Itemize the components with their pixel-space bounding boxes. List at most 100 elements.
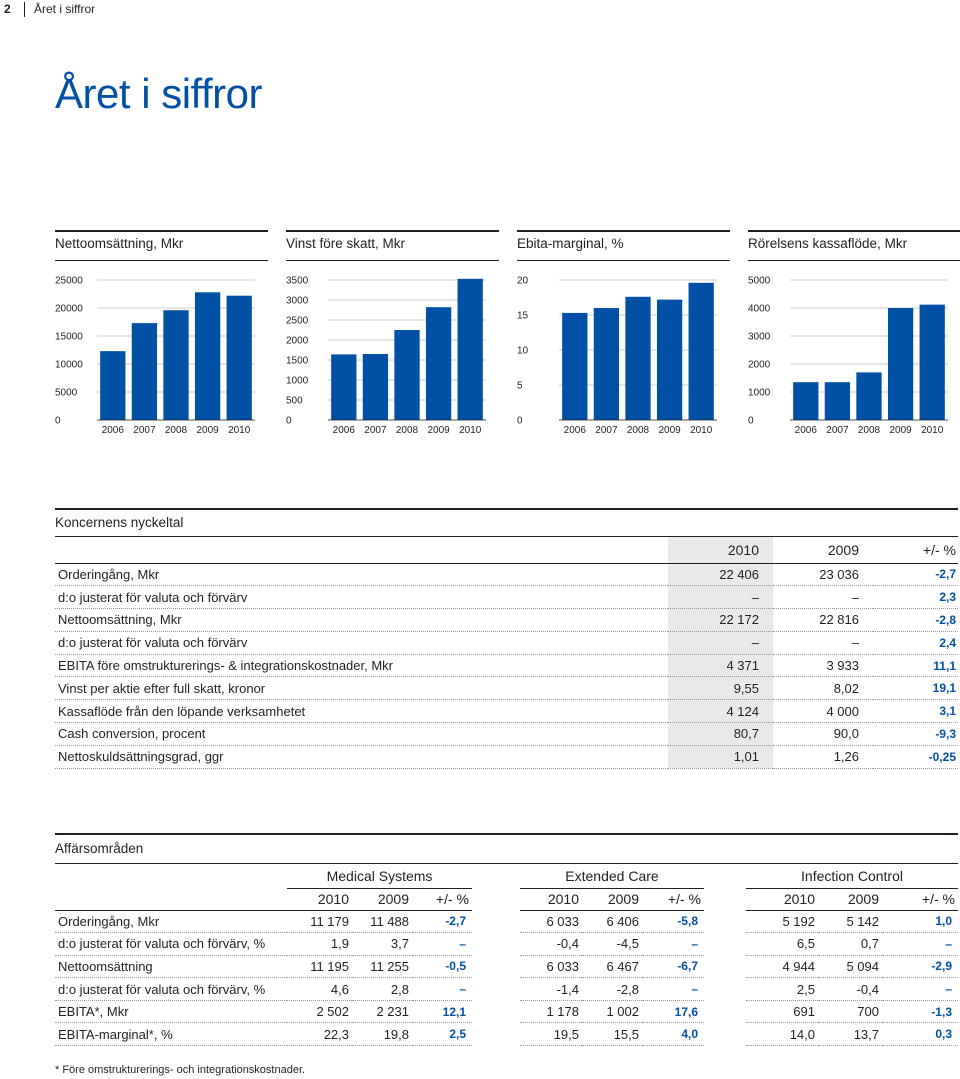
value-2009: 4 000 <box>773 699 873 724</box>
column-header: 2010 <box>668 537 773 564</box>
row-label: Kassaflöde från den löpande verksamhetet <box>55 699 668 724</box>
value-2009: 90,0 <box>773 722 873 746</box>
change-percent: 2,4 <box>873 631 958 655</box>
section-divider <box>55 536 958 537</box>
y-tick-label: 15000 <box>55 332 83 343</box>
x-tick-label: 2006 <box>102 425 125 436</box>
y-tick-label: 5000 <box>55 388 78 399</box>
bar <box>887 308 914 420</box>
x-tick-label: 2006 <box>333 425 356 436</box>
value-cell: 6 033 <box>520 955 582 979</box>
section-divider <box>55 863 958 864</box>
chart-panel: Ebita-marginal, % 0 5 10 15 20 2006 2007 2008 200… <box>517 230 730 450</box>
y-tick-label: 2500 <box>286 316 309 327</box>
bar <box>688 282 714 420</box>
business-areas-table: Medical Systems Extended Care Infection Co… <box>55 864 958 1047</box>
row-label: Orderingång, Mkr <box>55 910 287 934</box>
column-header: 2009 <box>773 537 873 564</box>
header-divider <box>24 1 25 17</box>
value-cell: -4,5 <box>582 932 642 956</box>
y-tick-label: 5 <box>517 381 523 392</box>
y-tick-label: 3000 <box>286 296 309 307</box>
group-gap <box>704 888 746 910</box>
bar <box>331 354 357 420</box>
group-header: Medical Systems <box>287 864 472 889</box>
value-2010: 4 371 <box>668 654 773 678</box>
table-row: Vinst per aktie efter full skatt, kronor… <box>55 676 958 701</box>
value-2010: 4 124 <box>668 699 773 724</box>
column-header: 2010 <box>287 888 352 911</box>
group-gap <box>472 1000 520 1023</box>
change-percent: 12,1 <box>412 1000 472 1024</box>
value-cell: 0,7 <box>818 932 882 956</box>
group-header: Infection Control <box>746 864 958 889</box>
chart-title: Nettoomsättning, Mkr <box>55 236 184 251</box>
y-tick-label: 0 <box>55 416 61 427</box>
change-percent: – <box>882 977 958 1001</box>
chart-panel: Rörelsens kassaflöde, Mkr 0 1000 2000 3000 40… <box>748 230 960 450</box>
x-tick-label: 2010 <box>459 425 482 436</box>
group-gap <box>472 933 520 956</box>
row-label: EBITA före omstrukturerings- & integrati… <box>55 654 668 678</box>
value-2009: – <box>773 585 873 610</box>
group-gap <box>472 978 520 1001</box>
group-gap <box>472 1023 520 1046</box>
change-percent: -1,3 <box>882 1000 958 1024</box>
change-percent: -2,7 <box>412 910 472 934</box>
value-cell: 19,8 <box>352 1022 412 1047</box>
group-gap <box>704 864 746 888</box>
change-percent: 0,3 <box>882 1022 958 1047</box>
change-percent: 4,0 <box>642 1022 704 1047</box>
chart-divider <box>286 260 499 261</box>
table-row: Orderingång, Mkr 22 406 23 036 -2,7 <box>55 563 958 587</box>
bar <box>163 310 189 420</box>
value-cell: 6 467 <box>582 955 642 979</box>
bar <box>593 308 620 420</box>
bar <box>362 354 389 420</box>
value-cell: 6 406 <box>582 910 642 934</box>
value-2009: 23 036 <box>773 563 873 587</box>
group-gap <box>704 978 746 1001</box>
value-2010: – <box>668 585 773 610</box>
bar <box>656 299 683 420</box>
bar-chart: 0 5 10 15 20 2006 2007 2008 2009 2010 <box>517 276 717 436</box>
business-areas-section: Affärsområden Medical Systems Extended Ca… <box>55 833 958 1047</box>
value-cell: 691 <box>746 1000 818 1024</box>
y-tick-label: 10 <box>517 346 529 357</box>
chart-panel: Vinst före skatt, Mkr 0 500 1000 1500 2000 250… <box>286 230 499 450</box>
bar <box>100 351 126 420</box>
table-row: d:o justerat för valuta och förvärv, % 4,… <box>55 977 958 1001</box>
bar <box>457 278 483 420</box>
value-cell: 6,5 <box>746 932 818 956</box>
value-cell: -2,8 <box>582 977 642 1001</box>
x-tick-label: 2006 <box>564 425 587 436</box>
row-label: Cash conversion, procent <box>55 722 668 746</box>
change-percent: -5,8 <box>642 910 704 934</box>
bar <box>394 330 420 420</box>
group-gap <box>472 955 520 978</box>
charts-row: Nettoomsättning, Mkr 0 5000 10000 15000 20000… <box>55 230 960 450</box>
value-cell: 2 231 <box>352 1000 412 1024</box>
table-row: EBITA före omstrukturerings- & integrati… <box>55 654 958 678</box>
group-header-row: Medical Systems Extended Care Infection Co… <box>55 864 958 889</box>
y-tick-label: 1000 <box>286 376 309 387</box>
y-tick-label: 4000 <box>748 304 771 315</box>
group-gap <box>704 1000 746 1023</box>
x-tick-label: 2009 <box>889 425 912 436</box>
bar <box>562 312 588 420</box>
table-row: Nettoskuldsättningsgrad, ggr 1,01 1,26 -0,2… <box>55 745 958 769</box>
value-cell: 11 179 <box>287 910 352 934</box>
table-row: Orderingång, Mkr 11 179 11 488 -2,7 6 033 6 4… <box>55 910 958 934</box>
value-cell: 11 195 <box>287 955 352 979</box>
section-top-rule <box>55 833 958 835</box>
change-percent: – <box>642 977 704 1001</box>
value-cell: 2 502 <box>287 1000 352 1024</box>
chart-title: Ebita-marginal, % <box>517 236 624 251</box>
table-row: d:o justerat för valuta och förvärv, % 1,… <box>55 932 958 956</box>
change-percent: -2,8 <box>873 608 958 632</box>
chart-top-rule <box>55 230 268 232</box>
y-tick-label: 1000 <box>748 388 771 399</box>
table-row: Kassaflöde från den löpande verksamhetet… <box>55 699 958 724</box>
x-tick-label: 2009 <box>196 425 219 436</box>
value-2009: 1,26 <box>773 745 873 769</box>
